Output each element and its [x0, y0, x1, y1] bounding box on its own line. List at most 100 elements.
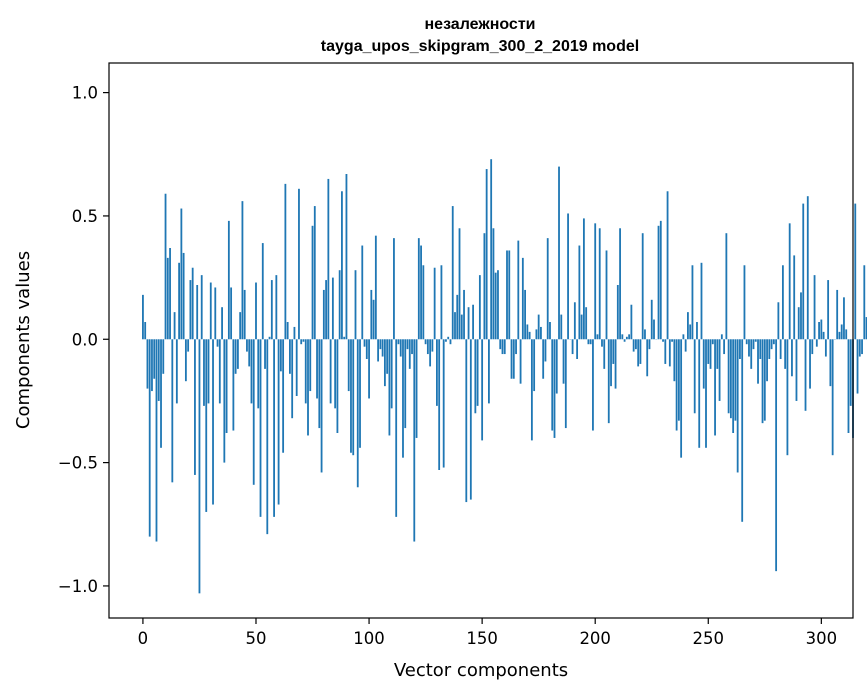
bar	[745, 339, 748, 345]
bar	[180, 208, 183, 340]
bar	[361, 245, 364, 340]
bar	[368, 339, 370, 399]
bar	[248, 339, 251, 367]
bar	[252, 339, 255, 485]
bar	[436, 339, 438, 406]
bar	[354, 270, 357, 340]
bar	[675, 339, 678, 431]
bar	[173, 312, 176, 340]
bar	[142, 294, 144, 340]
bar	[766, 339, 768, 382]
bar	[621, 334, 624, 340]
bar	[777, 302, 780, 340]
bar	[390, 339, 393, 409]
bar	[243, 289, 246, 340]
bar	[824, 339, 827, 357]
bar	[524, 289, 526, 340]
bar	[521, 257, 524, 340]
bar	[411, 339, 413, 355]
bar	[838, 331, 841, 340]
bar	[300, 339, 303, 345]
bar	[194, 339, 196, 475]
bar	[616, 285, 619, 340]
bar	[395, 339, 398, 517]
bar	[325, 280, 327, 340]
bar	[659, 220, 662, 340]
bar	[506, 250, 508, 340]
bar	[162, 339, 165, 374]
bar	[189, 280, 192, 340]
chart-title: незалежности	[425, 16, 536, 33]
bar	[546, 238, 549, 340]
bar	[515, 339, 517, 355]
bar	[567, 213, 569, 340]
bar	[320, 339, 323, 473]
bar	[750, 339, 753, 369]
bar	[858, 339, 861, 357]
bar	[677, 339, 680, 421]
bar	[720, 334, 723, 340]
bar	[802, 203, 805, 340]
bar	[155, 339, 158, 542]
y-axis-ticks: −1.0 −0.5 0.0 0.5 1.0	[58, 84, 109, 596]
bar	[329, 339, 332, 404]
bar	[648, 339, 651, 350]
bar	[804, 339, 807, 411]
bar	[865, 317, 867, 340]
bar	[494, 272, 497, 340]
bar	[175, 339, 178, 404]
bar	[490, 159, 493, 340]
bar	[664, 339, 667, 364]
bar	[144, 322, 147, 340]
bar	[739, 339, 741, 359]
bar	[639, 339, 642, 364]
bar	[786, 339, 789, 456]
bar	[187, 339, 190, 352]
bar	[702, 339, 705, 389]
bar	[849, 339, 852, 406]
bar	[350, 339, 352, 453]
bar	[478, 275, 481, 340]
bar	[831, 339, 834, 456]
bar	[178, 262, 181, 340]
bar	[223, 339, 226, 463]
bar	[562, 339, 565, 384]
bar	[232, 339, 235, 431]
bar	[811, 339, 814, 355]
bar	[603, 339, 606, 369]
bar	[417, 238, 420, 340]
bar	[779, 339, 782, 359]
bar	[424, 339, 427, 345]
bar	[630, 304, 633, 340]
bar	[372, 299, 375, 340]
x-tick-label: 200	[579, 629, 611, 648]
bars-group	[142, 159, 867, 594]
bar	[356, 339, 359, 488]
bar	[383, 339, 386, 387]
bar	[736, 339, 739, 473]
bar	[705, 339, 707, 448]
bar	[596, 334, 599, 340]
bar	[822, 331, 825, 340]
bar	[653, 319, 655, 340]
bar	[791, 339, 793, 377]
bar	[775, 339, 778, 572]
bar	[440, 265, 443, 340]
bar	[612, 339, 615, 364]
bar	[673, 339, 676, 382]
bar	[420, 245, 422, 340]
bar	[454, 312, 456, 340]
bar	[610, 339, 612, 387]
bar	[279, 339, 282, 372]
bar	[476, 339, 479, 406]
y-axis-label: Components values	[13, 251, 34, 429]
chart-subtitle: tayga_upos_skipgram_300_2_2019 model	[321, 38, 639, 55]
bar	[481, 339, 484, 441]
bar	[365, 339, 368, 359]
bar	[259, 339, 262, 517]
bar	[200, 275, 203, 340]
bar	[727, 339, 730, 414]
bar	[818, 322, 820, 340]
bar	[641, 233, 644, 340]
bar	[246, 339, 248, 352]
